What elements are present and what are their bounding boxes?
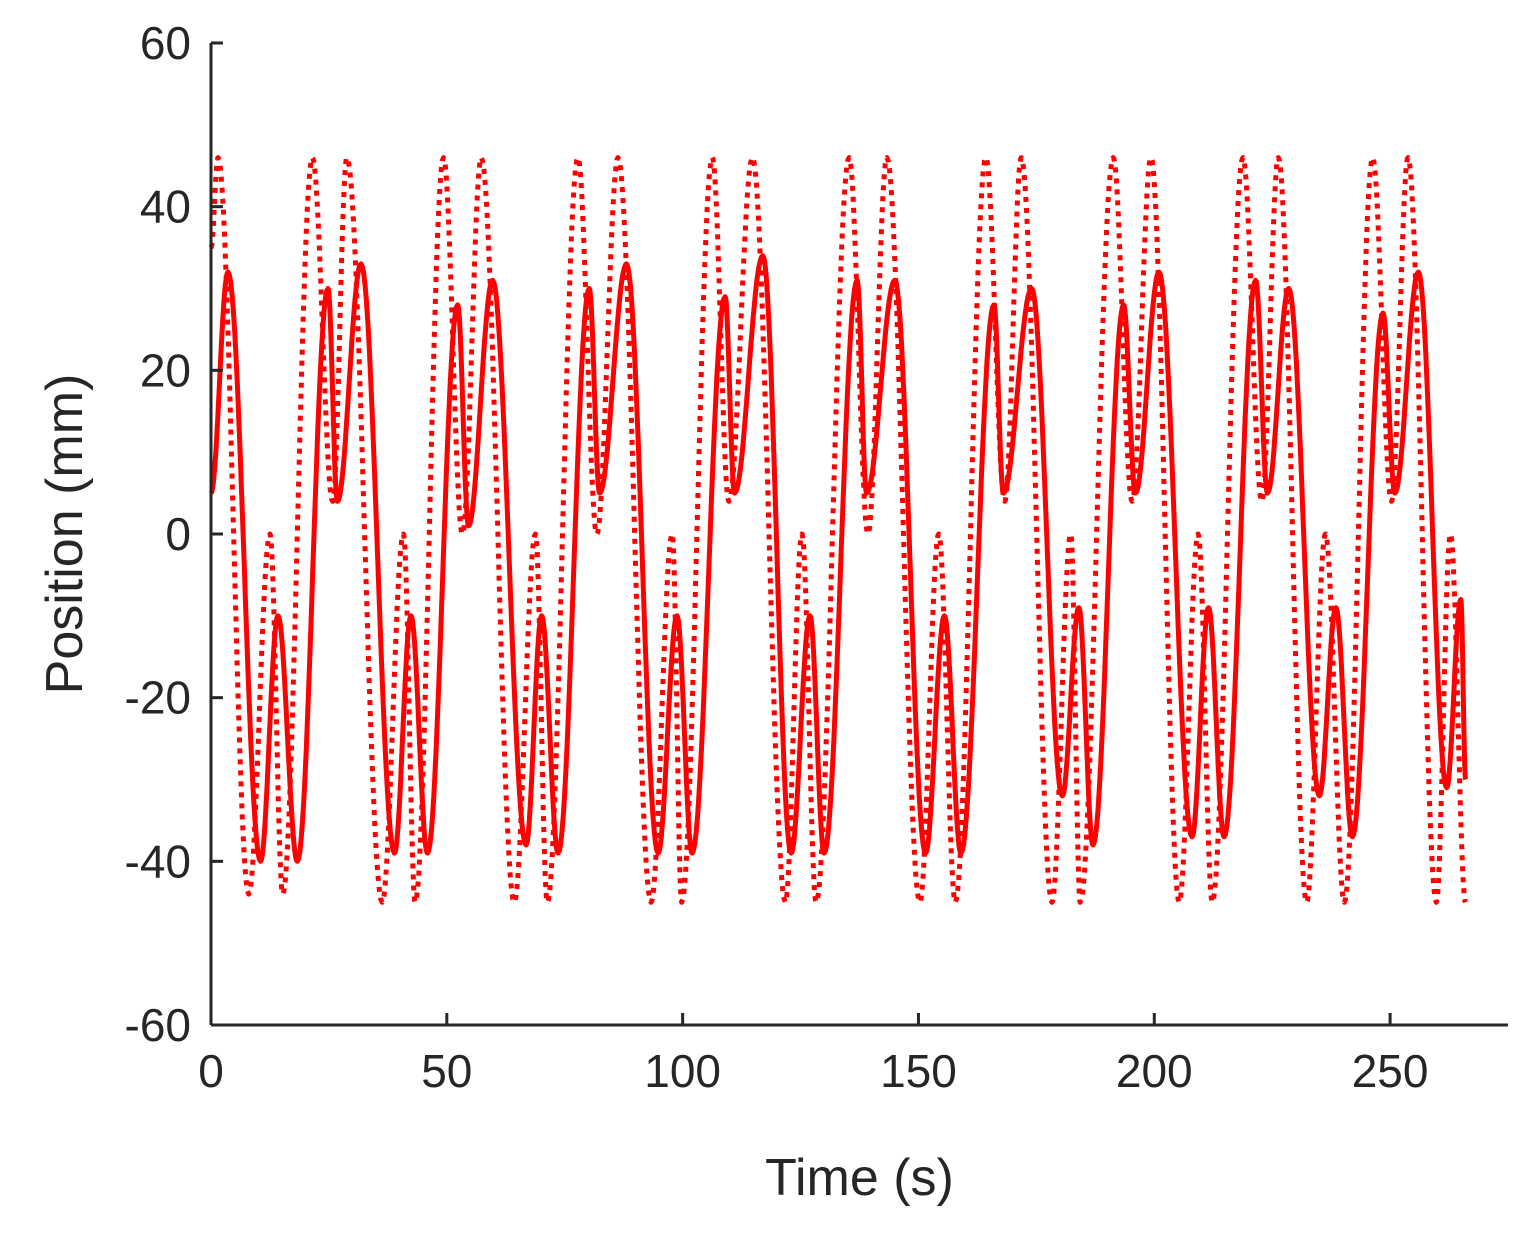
axes-layer: 0 50 100 150 200 250 -60 -40 -20 0 20 40 60 Time (s)… — [36, 17, 1508, 1207]
x-tick-label: 0 — [198, 1045, 224, 1097]
y-tick-label: 20 — [140, 344, 191, 396]
y-tick-label: -60 — [125, 999, 191, 1051]
y-tick-label: 60 — [140, 17, 191, 69]
series-line-dotted — [208, 155, 1468, 905]
x-tick-label: 100 — [644, 1045, 721, 1097]
y-tick-label: 40 — [140, 181, 191, 233]
series-layer — [208, 155, 1469, 905]
x-axis-label: Time (s) — [765, 1149, 954, 1207]
y-tick-label: -20 — [125, 672, 191, 724]
y-tick-label: 0 — [165, 508, 191, 560]
x-tick-label: 150 — [880, 1045, 957, 1097]
y-tick-label: -40 — [125, 835, 191, 887]
ticks-layer: 0 50 100 150 200 250 -60 -40 -20 0 20 40 60 — [125, 17, 1429, 1097]
x-tick-label: 200 — [1116, 1045, 1193, 1097]
y-axis-label: Position (mm) — [36, 374, 94, 695]
x-tick-label: 250 — [1352, 1045, 1429, 1097]
x-tick-label: 50 — [421, 1045, 472, 1097]
